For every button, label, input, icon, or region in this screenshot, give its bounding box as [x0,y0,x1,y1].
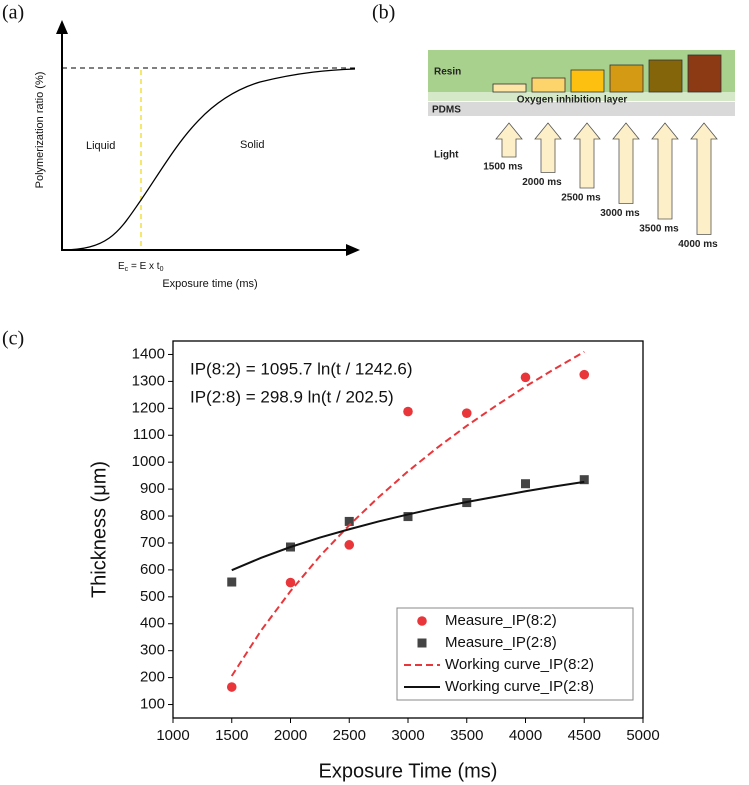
layer-label: Light [434,150,459,161]
light-arrow [534,122,562,173]
data-point [403,406,413,417]
data-point [344,540,355,550]
y-axis-title: Thickness (μm) [88,461,110,598]
arrowhead [56,20,68,34]
cured-block [531,77,566,93]
arrowhead [346,244,360,256]
data-point [579,475,589,485]
panel-label: (c) [2,328,24,350]
y-tick-label: 600 [140,561,165,578]
x-tick-label: 1500 [215,727,248,744]
light-arrow [690,122,718,235]
light-arrow [573,122,601,189]
exposure-label: 1500 ms [483,162,523,173]
label-part: E [118,261,125,272]
y-tick-label: 100 [140,696,165,713]
annotation: IP(2:8) = 298.9 ln(t / 202.5) [190,387,394,406]
y-tick-label: 1400 [132,345,165,362]
cured-block [687,54,722,93]
legend-swatch [417,638,427,648]
y-tick-label: 800 [140,507,165,524]
inhibition-layer [428,92,735,101]
y-tick-label: 500 [140,588,165,605]
data-point [344,516,354,526]
label-part: 0 [160,266,164,273]
data-point [521,479,530,489]
legend-label: Working curve_IP(8:2) [445,656,594,673]
exposure-group: 1500 ms 2000 ms 2500 ms 3000 ms 3500 ms 4000 … [483,54,722,250]
x-axis-title: Exposure time (ms) [162,278,257,290]
label-part: c [125,266,129,273]
x-tick-label: 5000 [626,727,659,744]
cured-block [492,83,527,93]
legend-swatch [417,616,427,626]
x-tick-label: 4500 [568,727,601,744]
data-point [403,512,413,522]
layer-label: Resin [434,67,461,78]
y-tick-label: 1100 [133,426,165,443]
x-tick-label: 1000 [156,727,189,744]
panel-label: (a) [2,2,24,24]
legend-label: Working curve_IP(2:8) [445,678,594,695]
legend-label: Measure_IP(2:8) [445,634,557,651]
region-label: Liquid [86,140,115,152]
cured-block [609,64,644,93]
y-tick-label: 300 [140,642,165,659]
exposure-label: 3500 ms [639,224,679,235]
data-point [461,408,472,418]
region-label: Solid [240,139,264,151]
data-point [285,577,296,588]
chart: 1000 1500 2000 2500 3000 3500 4000 4500 5000 100 2… [88,340,660,782]
curve [61,68,356,251]
cured-block [570,69,605,93]
exposure-label: 2500 ms [561,193,601,204]
x-tick-label: 3000 [391,727,424,744]
y-tick-label: 1300 [132,372,165,389]
x-axis-title: Exposure Time (ms) [319,760,498,782]
y-axis-title: Polymerization ratio (%) [34,72,46,189]
light-arrow [612,122,640,204]
x-tick-label: 2000 [274,727,307,744]
curve [231,480,585,572]
y-tick-label: 200 [140,669,165,686]
y-tick-label: 1000 [132,453,165,470]
data-point [579,369,590,380]
layer-label: PDMS [432,105,461,116]
panel-label: (b) [372,2,395,24]
x-tick-label: 3500 [450,727,483,744]
exposure-label: 2000 ms [522,177,562,188]
light-arrow [495,122,523,158]
light-arrow [651,122,679,220]
curve [230,350,585,677]
layer-label: Oxygen inhibition layer [517,95,628,106]
label-part: = E x t [128,261,160,272]
legend-label: Measure_IP(8:2) [445,612,557,629]
pdms-layer [428,102,735,116]
exposure-label: 4000 ms [678,239,718,250]
x-tick-label: 4000 [509,727,542,744]
exposure-label: 3000 ms [600,208,640,219]
y-tick-label: 400 [140,615,165,632]
data-point [227,577,237,587]
legend-box [396,607,634,701]
y-tick-label: 900 [140,480,165,497]
threshold-label: Ec = E x t0 [118,261,164,273]
y-tick-label: 700 [140,534,165,551]
cured-block [648,59,683,93]
annotation: IP(8:2) = 1095.7 ln(t / 1242.6) [190,359,413,378]
data-point [226,682,237,692]
data-point [520,372,531,383]
y-tick-label: 1200 [132,399,165,416]
x-tick-label: 2500 [333,727,366,744]
